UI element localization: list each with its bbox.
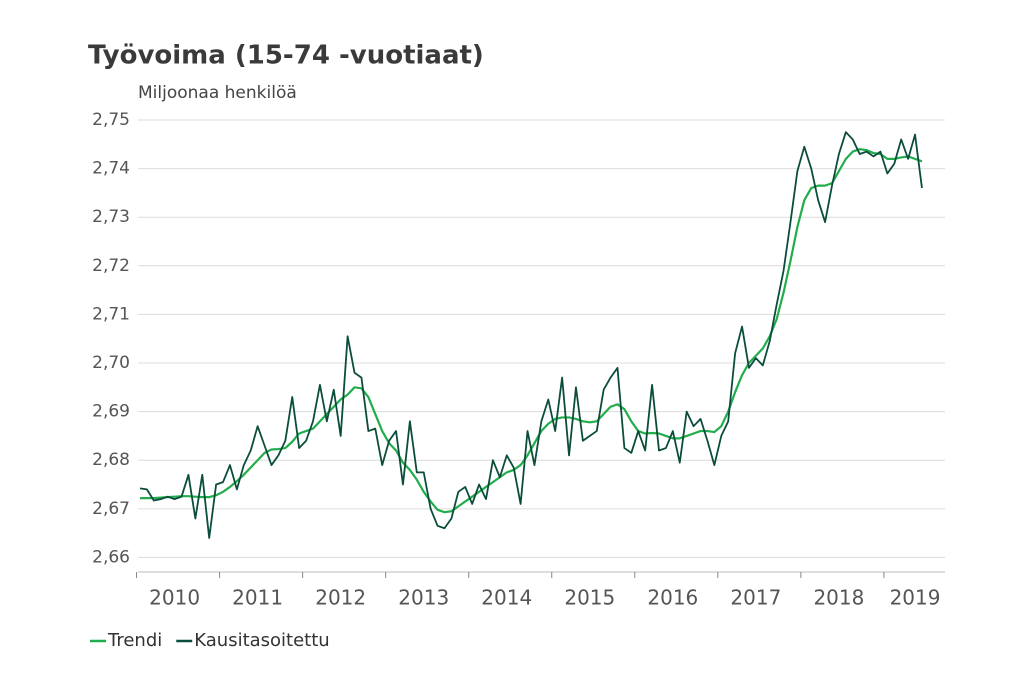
chart-title: Työvoima (15-74 -vuotiaat)	[88, 41, 484, 71]
x-tick-label: 2012	[315, 586, 366, 610]
y-tick-label: 2,75	[92, 110, 130, 130]
y-tick-label: 2,66	[92, 547, 130, 567]
y-tick-label: 2,73	[92, 207, 130, 227]
legend-label: Kausitasoitettu	[194, 630, 329, 651]
y-tick-label: 2,74	[92, 159, 130, 179]
line-series	[139, 131, 923, 539]
y-tick-label: 2,68	[92, 450, 130, 470]
x-tick-label: 2011	[232, 586, 283, 610]
legend-label: Trendi	[107, 630, 162, 651]
x-tick-label: 2016	[647, 586, 698, 610]
y-tick-label: 2,67	[92, 499, 130, 519]
y-tick-label: 2,72	[92, 256, 130, 276]
x-tick-label: 2010	[149, 586, 200, 610]
x-tick-label: 2014	[481, 586, 532, 610]
y-tick-label: 2,70	[92, 353, 130, 373]
x-tick-label: 2015	[564, 586, 615, 610]
x-tick-label: 2017	[730, 586, 781, 610]
chart-subtitle: Miljoonaa henkilöä	[138, 83, 297, 103]
y-tick-label: 2,69	[92, 402, 130, 422]
x-tick-label: 2013	[398, 586, 449, 610]
x-tick-label: 2019	[890, 586, 941, 610]
y-tick-label: 2,71	[92, 304, 130, 324]
x-tick-label: 2018	[813, 586, 864, 610]
line-series	[140, 148, 923, 514]
